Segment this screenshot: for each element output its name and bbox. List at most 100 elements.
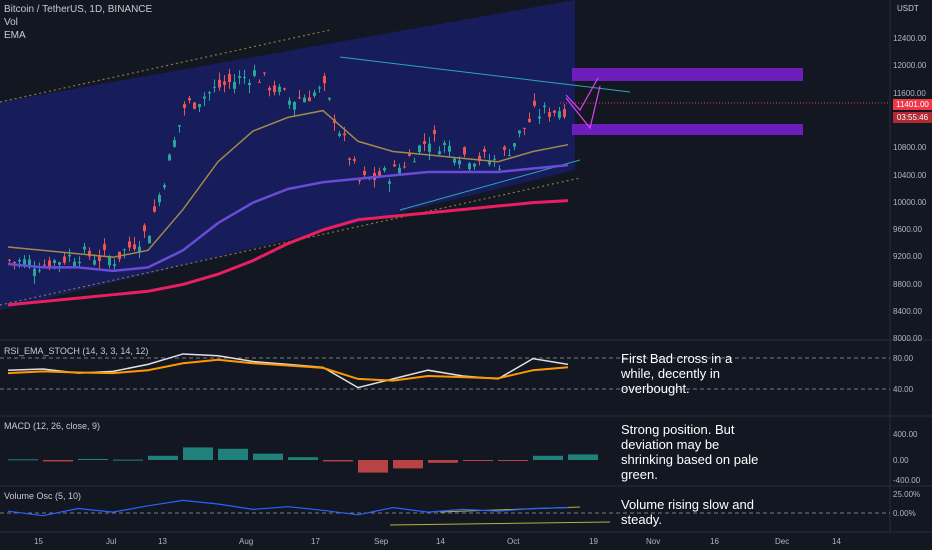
currency-label[interactable]: USDT xyxy=(897,4,919,13)
projection-arrow-down xyxy=(565,85,601,130)
candle-body xyxy=(523,127,526,129)
vosc-tick-25: 25.00% xyxy=(893,490,921,499)
candle-body xyxy=(278,86,281,92)
candle-body xyxy=(433,130,436,135)
candle-body xyxy=(438,151,441,155)
candle-body xyxy=(13,261,16,263)
candle-body xyxy=(528,118,531,123)
time-tick: 16 xyxy=(710,537,719,546)
price-tick: 12000.00 xyxy=(893,61,927,71)
vosc-pane-title: Volume Osc (5, 10) xyxy=(4,491,82,501)
candle-body xyxy=(283,88,286,90)
candle-body xyxy=(538,116,541,119)
macd-bar xyxy=(533,455,563,460)
candle-body xyxy=(213,86,216,88)
candle-body xyxy=(263,72,266,74)
macd-bar xyxy=(8,459,38,461)
rsi-pane-title: RSI_EMA_STOCH (14, 3, 3, 14, 12) xyxy=(4,346,149,356)
candle-body xyxy=(63,256,66,263)
candle-body xyxy=(403,166,406,168)
candle-body xyxy=(273,85,276,93)
ema-label: EMA xyxy=(4,30,26,41)
candle-body xyxy=(518,130,521,134)
vosc-note: Volume rising slow and steady. xyxy=(621,497,754,527)
candle-body xyxy=(498,168,501,170)
price-tick: 8000.00 xyxy=(893,334,922,344)
volume-osc-line xyxy=(7,499,569,517)
candle-body xyxy=(113,264,116,267)
candle-body xyxy=(53,260,56,264)
candle-body xyxy=(293,101,296,110)
time-tick: Sep xyxy=(374,537,389,546)
ema-lines xyxy=(7,109,569,307)
candle-body xyxy=(133,244,136,250)
macd-histogram xyxy=(8,447,598,473)
candle-body xyxy=(228,74,231,83)
price-tick: 10400.00 xyxy=(893,170,927,180)
macd-pane-title: MACD (12, 26, close, 9) xyxy=(4,421,101,431)
vol-label: Vol xyxy=(4,17,18,28)
rsi-line xyxy=(7,358,569,382)
macd-tick-400: 400.00 xyxy=(893,430,918,439)
candle-body xyxy=(483,149,486,152)
macd-bar xyxy=(323,460,353,462)
candle-body xyxy=(563,109,566,117)
candle-body xyxy=(68,254,71,257)
candle-body xyxy=(478,155,481,162)
candle-body xyxy=(308,97,311,102)
candle-body xyxy=(323,75,326,84)
countdown-badge: 03:55:46 xyxy=(893,112,932,123)
candle-body xyxy=(178,125,181,127)
candle-body xyxy=(88,250,91,257)
candle-body xyxy=(513,143,516,147)
time-tick: 19 xyxy=(589,537,598,546)
ema-line xyxy=(7,109,569,258)
price-tick: 9600.00 xyxy=(893,225,922,235)
candle-body xyxy=(193,102,196,109)
candle-body xyxy=(463,147,466,155)
candle-body xyxy=(508,155,511,157)
candle-body xyxy=(418,145,421,153)
candle-body xyxy=(58,262,61,265)
candle-body xyxy=(48,260,51,269)
candle-body xyxy=(28,259,31,266)
candle-body xyxy=(128,241,131,248)
channel-upper-line xyxy=(0,29,331,103)
candle-body xyxy=(338,133,341,136)
time-tick: 17 xyxy=(311,537,320,546)
macd-bar xyxy=(148,455,178,460)
time-tick: Nov xyxy=(646,537,661,546)
candle-body xyxy=(493,158,496,160)
triangle-lower-line xyxy=(399,159,581,211)
rsi-note: First Bad cross in a while, decently in … xyxy=(621,351,733,396)
candle-body xyxy=(268,87,271,91)
rsi-tick-80: 80.00 xyxy=(893,354,914,363)
time-tick: 15 xyxy=(34,537,43,546)
candle-body xyxy=(543,105,546,107)
candle-body xyxy=(23,259,26,267)
candle-body xyxy=(173,140,176,147)
candle-body xyxy=(408,153,411,156)
macd-tick-0: 0.00 xyxy=(893,456,909,465)
candle-body xyxy=(428,143,431,152)
candle-body xyxy=(358,180,361,182)
candle-body xyxy=(298,97,301,99)
candle-body xyxy=(558,111,561,118)
macd-note: Strong position. But deviation may be sh… xyxy=(621,422,759,482)
price-tick: 11600.00 xyxy=(893,88,926,98)
macd-bar xyxy=(218,448,248,460)
candle-body xyxy=(363,170,366,175)
candle-body xyxy=(183,104,186,109)
time-tick: Oct xyxy=(507,537,520,546)
candle-body xyxy=(318,87,321,89)
support-zone xyxy=(572,124,803,135)
candle-body xyxy=(468,163,471,170)
candle-body xyxy=(148,235,151,244)
price-tick: 12400.00 xyxy=(893,34,927,43)
triangle-upper-line xyxy=(339,56,631,93)
candle-body xyxy=(143,225,146,232)
candle-body xyxy=(313,92,316,97)
vosc-trend-line-lower xyxy=(389,521,611,526)
candle-body xyxy=(288,100,291,105)
